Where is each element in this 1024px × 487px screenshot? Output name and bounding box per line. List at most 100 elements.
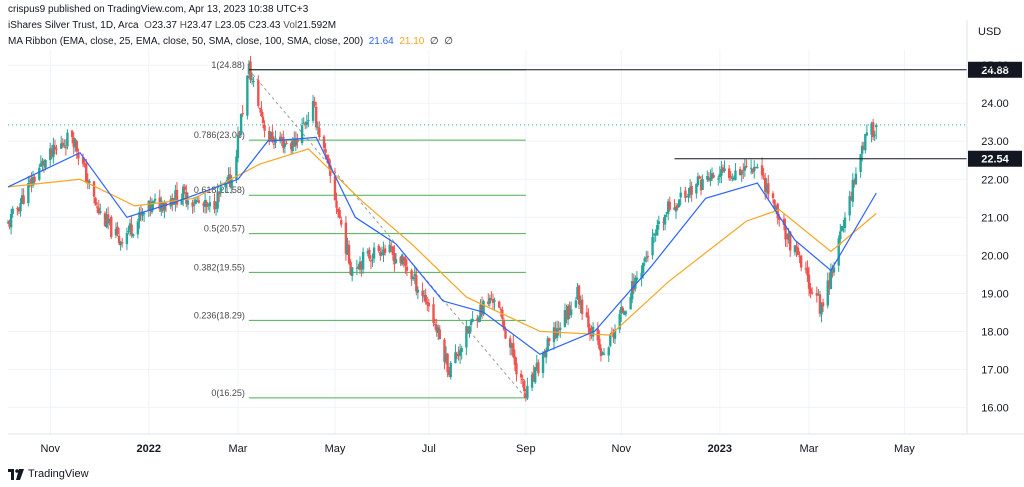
- candle: [477, 315, 481, 323]
- candle-body: [399, 257, 402, 264]
- candle: [690, 181, 693, 202]
- candle-body: [687, 193, 690, 198]
- candle-body: [524, 393, 528, 397]
- candle: [488, 294, 492, 307]
- candle: [673, 199, 676, 211]
- candle-body: [77, 153, 80, 159]
- candle-body: [665, 212, 668, 214]
- candle: [136, 219, 140, 239]
- candle: [613, 324, 617, 344]
- candle-body: [749, 167, 753, 169]
- candle-body: [490, 299, 493, 301]
- candle-body: [238, 132, 241, 135]
- candle-body: [191, 202, 194, 207]
- candle: [296, 133, 299, 149]
- candle-body: [512, 343, 515, 357]
- candle-body: [410, 270, 413, 280]
- candle: [854, 167, 858, 186]
- candle: [454, 344, 457, 364]
- candle-body: [422, 296, 426, 298]
- candle: [366, 248, 370, 257]
- candle-body: [576, 286, 579, 299]
- candle: [566, 304, 570, 326]
- candle-body: [839, 231, 842, 240]
- candle: [291, 137, 294, 155]
- candle: [587, 308, 590, 335]
- candle-body: [832, 267, 836, 273]
- candle-body: [197, 200, 201, 203]
- y-tick-label: 23.00: [981, 136, 1009, 148]
- candle-body: [19, 203, 22, 212]
- candle-body: [61, 142, 64, 146]
- candle: [706, 170, 709, 183]
- candle-body: [677, 199, 681, 208]
- candle-body: [760, 165, 764, 176]
- tradingview-logo[interactable]: TradingView: [8, 468, 89, 480]
- candle: [532, 365, 535, 382]
- candle-body: [853, 180, 856, 182]
- candle: [513, 349, 517, 372]
- candle: [635, 271, 639, 284]
- candle-body: [435, 325, 438, 332]
- candle-body: [20, 195, 24, 204]
- candle: [557, 321, 560, 336]
- candle-body: [360, 263, 363, 269]
- candle: [698, 175, 701, 179]
- candle: [250, 72, 254, 85]
- candle-body: [740, 171, 743, 175]
- candle-body: [734, 170, 737, 180]
- candle-body: [27, 183, 30, 204]
- candle-body: [350, 267, 354, 277]
- candle: [74, 138, 77, 152]
- candle: [125, 227, 129, 251]
- candle-body: [618, 314, 621, 330]
- x-tick-label: May: [894, 443, 915, 455]
- ma-ribbon: [7, 136, 877, 355]
- candle: [357, 263, 360, 270]
- candle-body: [75, 141, 79, 152]
- candle-body: [263, 124, 266, 131]
- candle: [510, 342, 513, 356]
- candle: [821, 298, 825, 313]
- candle: [602, 348, 606, 356]
- candle-body: [773, 199, 776, 209]
- candle: [743, 158, 747, 177]
- publisher-line: crispus9 published on TradingView.com, A…: [8, 4, 309, 15]
- candle-body: [324, 149, 327, 153]
- candle-body: [28, 180, 32, 182]
- candle-body: [92, 181, 96, 197]
- candle-body: [391, 246, 395, 255]
- volume-label: Vol: [283, 20, 298, 31]
- candle-body: [585, 312, 589, 318]
- candle: [401, 253, 404, 266]
- candle-body: [854, 173, 858, 185]
- volume-value: 21.592M: [297, 20, 337, 31]
- candle-body: [602, 353, 606, 355]
- candle-body: [169, 199, 172, 207]
- candle-body: [241, 113, 244, 115]
- candle-body: [826, 280, 829, 306]
- candle: [272, 136, 276, 150]
- candle: [410, 268, 413, 286]
- candle: [651, 228, 654, 260]
- candle-body: [444, 353, 448, 363]
- candle-body: [106, 214, 110, 224]
- candle: [662, 217, 665, 231]
- candle: [523, 379, 526, 398]
- candle-body: [153, 198, 157, 201]
- candle: [294, 131, 298, 152]
- candle: [377, 244, 380, 253]
- candle: [767, 175, 770, 201]
- candle-body: [454, 352, 457, 364]
- candle: [663, 214, 667, 231]
- candle: [499, 307, 502, 317]
- candle: [175, 182, 179, 208]
- candle-body: [121, 242, 124, 244]
- candle: [508, 335, 512, 356]
- candle-body: [296, 140, 299, 143]
- candle-body: [656, 225, 659, 236]
- candle: [415, 267, 418, 296]
- y-tick-label: 16.00: [981, 402, 1009, 414]
- candle: [873, 130, 876, 141]
